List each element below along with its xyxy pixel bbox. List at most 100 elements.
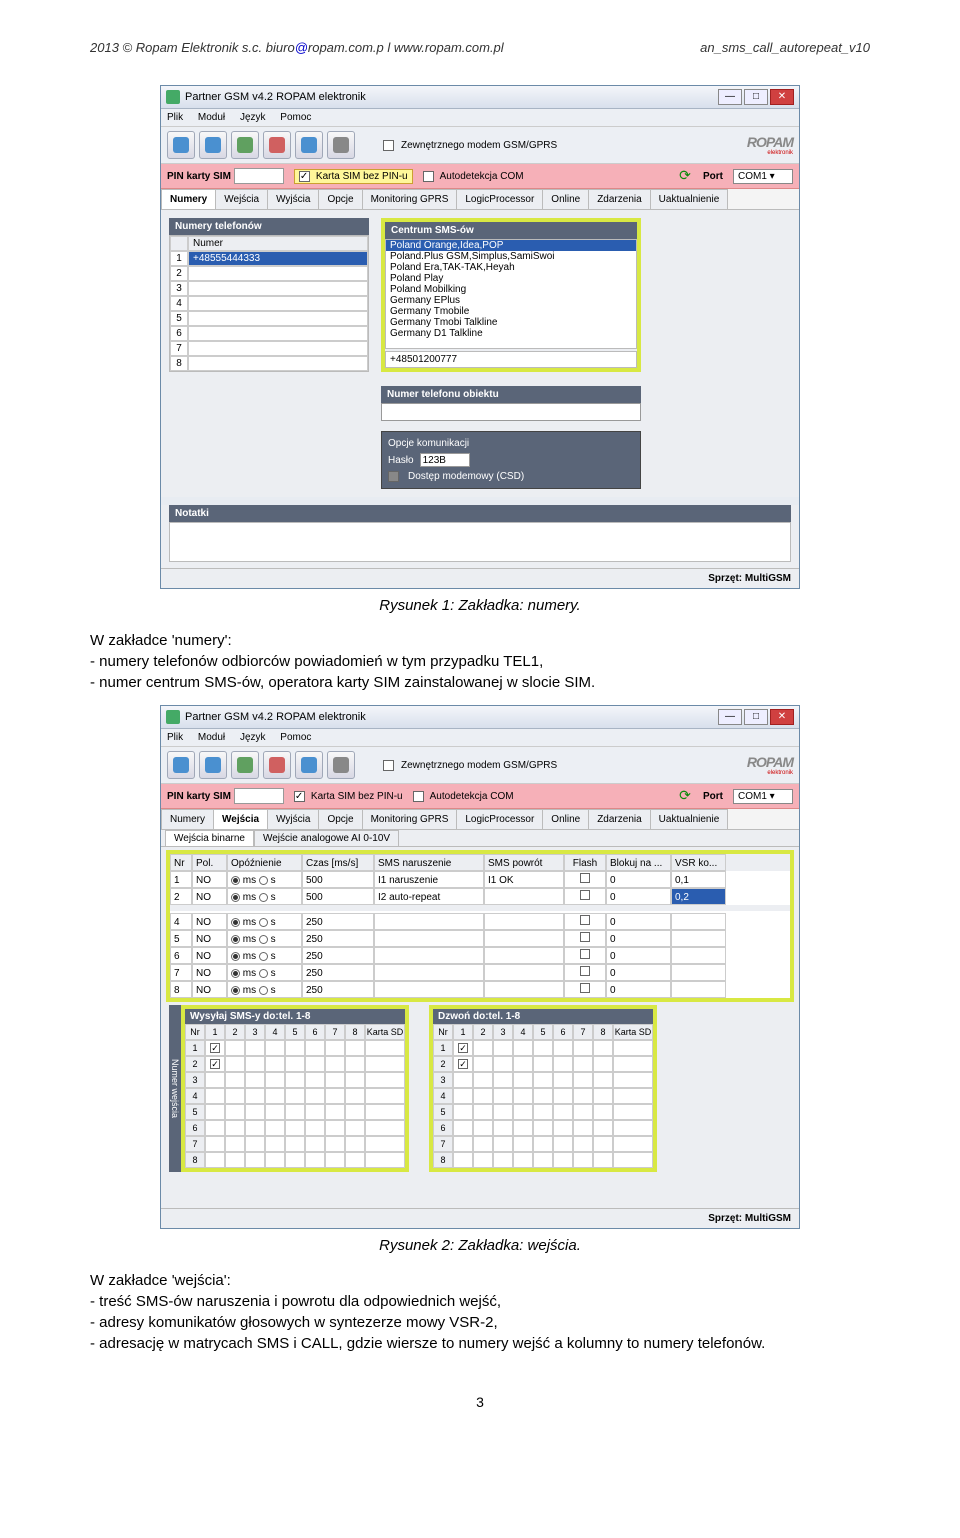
toolbar2-btn-4[interactable] bbox=[263, 751, 291, 779]
grid-row-4[interactable]: 4NO ms s 250 0 bbox=[170, 913, 790, 930]
subtab-analogowe[interactable]: Wejście analogowe AI 0-10V bbox=[254, 830, 399, 846]
toolbar-btn-3[interactable] bbox=[231, 131, 259, 159]
autodetect-checkbox-2[interactable] bbox=[413, 791, 424, 802]
grid-row-2[interactable]: 2NO ms s 500 I2 auto-repeat 00,2 bbox=[170, 888, 790, 905]
subtab-binarne[interactable]: Wejścia binarne bbox=[165, 830, 254, 846]
sms-mx-row-1[interactable]: 1 bbox=[185, 1040, 405, 1056]
tab2-online[interactable]: Online bbox=[542, 809, 589, 829]
sim-no-pin-checkbox-2[interactable] bbox=[294, 791, 305, 802]
grid-row-7[interactable]: 7NO ms s 250 0 bbox=[170, 964, 790, 981]
modem-access-checkbox[interactable] bbox=[388, 471, 399, 482]
pin-input[interactable] bbox=[234, 168, 284, 184]
toolbar2-btn-6[interactable] bbox=[327, 751, 355, 779]
tab2-wejscia[interactable]: Wejścia bbox=[213, 809, 268, 829]
tab2-wyjscia[interactable]: Wyjścia bbox=[267, 809, 319, 829]
tab-monitoring[interactable]: Monitoring GPRS bbox=[362, 189, 458, 209]
toolbar-btn-6[interactable] bbox=[327, 131, 355, 159]
toolbar-btn-2[interactable] bbox=[199, 131, 227, 159]
call-mx-row-5[interactable]: 5 bbox=[433, 1104, 653, 1120]
operator-2[interactable]: Poland Era,TAK-TAK,Heyah bbox=[386, 262, 636, 273]
menu-pomoc-2[interactable]: Pomoc bbox=[280, 732, 311, 743]
phone-row-8[interactable] bbox=[188, 356, 368, 371]
operator-0[interactable]: Poland Orange,Idea,POP bbox=[386, 240, 636, 251]
tab2-numery[interactable]: Numery bbox=[161, 809, 214, 829]
call-mx-row-1[interactable]: 1 bbox=[433, 1040, 653, 1056]
operator-5[interactable]: Germany EPlus bbox=[386, 295, 636, 306]
call-mx-row-6[interactable]: 6 bbox=[433, 1120, 653, 1136]
toolbar2-btn-1[interactable] bbox=[167, 751, 195, 779]
object-phone-input[interactable] bbox=[381, 403, 641, 421]
operator-3[interactable]: Poland Play bbox=[386, 273, 636, 284]
phone-row-6[interactable] bbox=[188, 326, 368, 341]
grid-row-8[interactable]: 8NO ms s 250 0 bbox=[170, 981, 790, 998]
toolbar2-btn-3[interactable] bbox=[231, 751, 259, 779]
tab-logic[interactable]: LogicProcessor bbox=[456, 189, 543, 209]
toolbar-btn-1[interactable] bbox=[167, 131, 195, 159]
tab-online[interactable]: Online bbox=[542, 189, 589, 209]
tab2-opcje[interactable]: Opcje bbox=[318, 809, 362, 829]
close-button-2[interactable]: ✕ bbox=[770, 709, 794, 725]
grid-row-5[interactable]: 5NO ms s 250 0 bbox=[170, 930, 790, 947]
grid-row-1[interactable]: 1NO ms s 500 I1 naruszenieI1 OK 00,1 bbox=[170, 871, 790, 888]
operator-8[interactable]: Germany D1 Talkline bbox=[386, 328, 636, 339]
minimize-button-2[interactable]: — bbox=[718, 709, 742, 725]
menu-jezyk-2[interactable]: Język bbox=[240, 732, 266, 743]
port-select[interactable]: COM1 ▾ bbox=[733, 169, 793, 184]
call-mx-row-3[interactable]: 3 bbox=[433, 1072, 653, 1088]
tab-numery[interactable]: Numery bbox=[161, 189, 216, 209]
sim-no-pin-checkbox[interactable] bbox=[299, 171, 310, 182]
notes-area[interactable] bbox=[169, 522, 791, 562]
refresh-icon[interactable]: ⟳ bbox=[677, 168, 693, 184]
tab-zdarzenia[interactable]: Zdarzenia bbox=[588, 189, 650, 209]
call-mx-row-2[interactable]: 2 bbox=[433, 1056, 653, 1072]
sms-mx-row-4[interactable]: 4 bbox=[185, 1088, 405, 1104]
operator-1[interactable]: Poland.Plus GSM,Simplus,SamiSwoi bbox=[386, 251, 636, 262]
phone-row-3[interactable] bbox=[188, 281, 368, 296]
tab-opcje[interactable]: Opcje bbox=[318, 189, 362, 209]
tab-uaktualnienie[interactable]: Uaktualnienie bbox=[650, 189, 729, 209]
tab2-logic[interactable]: LogicProcessor bbox=[456, 809, 543, 829]
maximize-button-2[interactable]: □ bbox=[744, 709, 768, 725]
ext-modem-checkbox-2[interactable] bbox=[383, 760, 394, 771]
minimize-button[interactable]: — bbox=[718, 89, 742, 105]
operator-list[interactable]: Poland Orange,Idea,POP Poland.Plus GSM,S… bbox=[385, 239, 637, 349]
menu-plik[interactable]: Plik bbox=[167, 112, 183, 123]
tab2-uaktualnienie[interactable]: Uaktualnienie bbox=[650, 809, 729, 829]
toolbar-btn-5[interactable] bbox=[295, 131, 323, 159]
call-mx-row-4[interactable]: 4 bbox=[433, 1088, 653, 1104]
close-button[interactable]: ✕ bbox=[770, 89, 794, 105]
phone-row-1[interactable]: +48555444333 bbox=[188, 251, 368, 266]
call-mx-row-7[interactable]: 7 bbox=[433, 1136, 653, 1152]
operator-7[interactable]: Germany Tmobi Talkline bbox=[386, 317, 636, 328]
menu-modul[interactable]: Moduł bbox=[198, 112, 225, 123]
tab-wyjscia[interactable]: Wyjścia bbox=[267, 189, 319, 209]
maximize-button[interactable]: □ bbox=[744, 89, 768, 105]
sms-mx-row-6[interactable]: 6 bbox=[185, 1120, 405, 1136]
operator-6[interactable]: Germany Tmobile bbox=[386, 306, 636, 317]
tab2-monitoring[interactable]: Monitoring GPRS bbox=[362, 809, 458, 829]
sms-mx-row-7[interactable]: 7 bbox=[185, 1136, 405, 1152]
sms-mx-row-3[interactable]: 3 bbox=[185, 1072, 405, 1088]
tab2-zdarzenia[interactable]: Zdarzenia bbox=[588, 809, 650, 829]
port-select-2[interactable]: COM1 ▾ bbox=[733, 789, 793, 804]
phone-row-5[interactable] bbox=[188, 311, 368, 326]
menu-plik-2[interactable]: Plik bbox=[167, 732, 183, 743]
ext-modem-checkbox[interactable] bbox=[383, 140, 394, 151]
sms-center-number[interactable]: +48501200777 bbox=[385, 351, 637, 368]
operator-4[interactable]: Poland Mobilking bbox=[386, 284, 636, 295]
sms-mx-row-5[interactable]: 5 bbox=[185, 1104, 405, 1120]
menu-modul-2[interactable]: Moduł bbox=[198, 732, 225, 743]
sms-mx-row-8[interactable]: 8 bbox=[185, 1152, 405, 1168]
phone-row-7[interactable] bbox=[188, 341, 368, 356]
toolbar2-btn-2[interactable] bbox=[199, 751, 227, 779]
toolbar-btn-4[interactable] bbox=[263, 131, 291, 159]
menu-pomoc[interactable]: Pomoc bbox=[280, 112, 311, 123]
tab-wejscia[interactable]: Wejścia bbox=[215, 189, 268, 209]
toolbar2-btn-5[interactable] bbox=[295, 751, 323, 779]
phone-row-4[interactable] bbox=[188, 296, 368, 311]
call-mx-row-8[interactable]: 8 bbox=[433, 1152, 653, 1168]
phone-row-2[interactable] bbox=[188, 266, 368, 281]
sms-mx-row-2[interactable]: 2 bbox=[185, 1056, 405, 1072]
pin-input-2[interactable] bbox=[234, 788, 284, 804]
autodetect-checkbox[interactable] bbox=[423, 171, 434, 182]
